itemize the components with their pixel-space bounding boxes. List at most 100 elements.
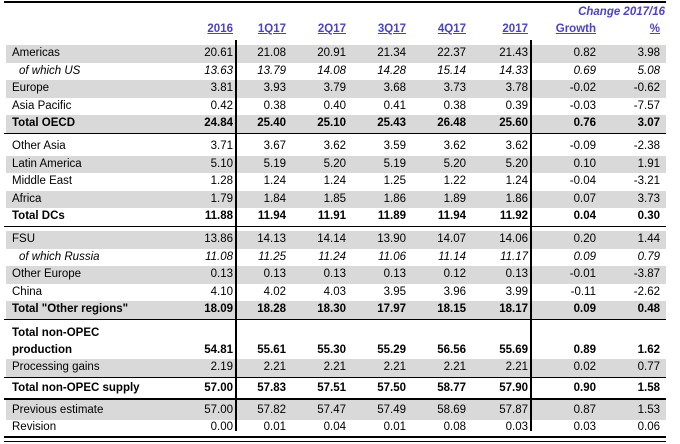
row-processing-gains: Processing gains 2.19 2.21 2.21 2.21 2.2… — [6, 359, 666, 377]
cell-value: 0.89 — [573, 343, 596, 356]
row-previous-estimate: Previous estimate 57.00 57.82 57.47 57.4… — [6, 400, 666, 420]
row-label: Other Asia — [12, 140, 66, 152]
cell-value: 1.53 — [637, 404, 660, 417]
top-rule — [4, 1, 666, 4]
cell-value: 1.28 — [210, 175, 233, 187]
row-label: Europe — [12, 82, 50, 94]
cell-value: 18.30 — [317, 303, 346, 315]
cell-value: 14.13 — [257, 233, 286, 245]
cell-value: 14.14 — [317, 233, 346, 245]
row-label: Total non-OPEC production — [12, 327, 100, 356]
cell-value: 1.84 — [263, 192, 286, 205]
cell-value: 2.19 — [210, 361, 233, 373]
cell-value: 5.10 — [210, 157, 233, 170]
row-label: of which Russia — [19, 250, 100, 263]
cell-value: 0.42 — [210, 99, 233, 112]
cell-value: -0.04 — [569, 175, 596, 187]
cell-value: 11.06 — [378, 250, 406, 263]
cell-value: 25.10 — [317, 117, 346, 129]
cell-value: 21.34 — [377, 47, 406, 59]
cell-value: 1.86 — [383, 192, 406, 205]
cell-value: 14.08 — [317, 64, 346, 77]
cell-value: 57.00 — [204, 404, 233, 417]
row-label: Total "Other regions" — [12, 303, 129, 315]
row-europe: Europe 3.81 3.93 3.79 3.68 3.73 3.78 -0.… — [6, 80, 666, 98]
cell-value: 0.13 — [263, 268, 286, 280]
cell-value: 3.68 — [383, 82, 406, 94]
cell-value: 26.48 — [437, 117, 466, 129]
cell-value: 17.97 — [377, 303, 406, 315]
cell-value: 55.29 — [377, 343, 406, 356]
col-header-4q17: 4Q17 — [437, 23, 466, 35]
cell-value: 0.13 — [383, 268, 406, 280]
cell-value: 3.62 — [323, 140, 346, 152]
vertical-rule-right — [530, 40, 532, 431]
row-total-other-regions: Total "Other regions" 18.09 18.28 18.30 … — [6, 301, 666, 319]
cell-value: 0.09 — [573, 303, 596, 315]
cell-value: 0.82 — [573, 47, 596, 59]
cell-value: 5.08 — [637, 64, 660, 77]
row-latin-america: Latin America 5.10 5.19 5.20 5.19 5.20 5… — [6, 155, 666, 173]
cell-value: 14.28 — [377, 64, 406, 77]
row-africa: Africa 1.79 1.84 1.85 1.86 1.89 1.86 0.0… — [6, 190, 666, 208]
cell-value: 2.21 — [323, 361, 346, 373]
cell-value: 0.08 — [443, 420, 466, 433]
row-other-europe: Other Europe 0.13 0.13 0.13 0.13 0.12 0.… — [6, 266, 666, 284]
cell-value: 11.94 — [437, 210, 466, 222]
cell-value: 15.14 — [437, 64, 466, 77]
cell-value: 0.40 — [323, 99, 346, 112]
cell-value: 1.86 — [505, 192, 528, 205]
cell-value: 14.07 — [437, 233, 466, 245]
cell-value: 0.41 — [383, 99, 406, 112]
cell-value: 11.14 — [438, 250, 466, 263]
cell-value: 1.44 — [637, 233, 660, 245]
row-total-non-opec-production: Total non-OPEC production 54.81 55.61 55… — [6, 324, 666, 359]
cell-value: 18.28 — [257, 303, 286, 315]
cell-value: -0.02 — [569, 82, 596, 94]
col-header-percent: % — [649, 23, 660, 35]
cell-value: 0.77 — [637, 361, 660, 373]
cell-value: 3.78 — [505, 82, 528, 94]
cell-value: 0.10 — [573, 157, 596, 170]
cell-value: 1.89 — [443, 192, 466, 205]
row-label: Total OECD — [12, 117, 76, 129]
cell-value: -7.57 — [633, 99, 660, 112]
cell-value: 25.40 — [257, 117, 286, 129]
cell-value: 0.03 — [505, 420, 528, 433]
row-label: Total DCs — [12, 210, 65, 222]
cell-value: 3.73 — [637, 192, 660, 205]
cell-value: 11.88 — [204, 210, 233, 222]
cell-value: 22.37 — [437, 47, 466, 59]
cell-value: 57.51 — [317, 382, 346, 394]
cell-value: 2.21 — [505, 361, 528, 373]
cell-value: 0.39 — [505, 99, 528, 112]
row-label: Revision — [12, 420, 57, 433]
vertical-rule-left — [235, 40, 237, 431]
cell-value: 3.93 — [263, 82, 286, 94]
cell-value: 0.38 — [263, 99, 286, 112]
cell-value: 0.13 — [210, 268, 233, 280]
cell-value: 1.24 — [263, 175, 286, 187]
cell-value: -2.62 — [633, 285, 660, 298]
cell-value: 18.15 — [437, 303, 466, 315]
cell-value: 57.49 — [377, 404, 406, 417]
cell-value: 3.98 — [637, 47, 660, 59]
section-divider — [4, 376, 666, 381]
cell-value: 11.92 — [499, 210, 528, 222]
row-label: Asia Pacific — [12, 99, 72, 112]
row-label: Total non-OPEC supply — [12, 382, 140, 394]
bottom-double-rule — [4, 435, 666, 442]
cell-value: 1.25 — [383, 175, 406, 187]
row-label: Africa — [12, 192, 42, 205]
cell-value: 24.84 — [204, 117, 233, 129]
col-header-3q17: 3Q17 — [377, 23, 406, 35]
cell-value: 20.91 — [317, 47, 346, 59]
cell-value: -2.38 — [633, 140, 660, 152]
cell-value: 5.20 — [443, 157, 466, 170]
cell-value: 1.85 — [323, 192, 346, 205]
cell-value: 2.21 — [443, 361, 466, 373]
cell-value: 1.24 — [323, 175, 346, 187]
cell-value: 3.81 — [210, 82, 233, 94]
cell-value: 3.95 — [383, 285, 406, 298]
cell-value: 0.13 — [323, 268, 346, 280]
